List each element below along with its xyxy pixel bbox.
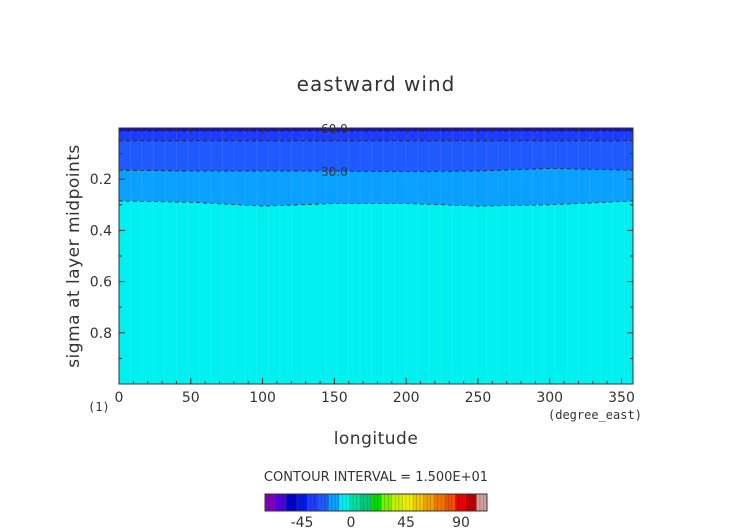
contour-interval-text: CONTOUR INTERVAL = 1.500E+01 — [264, 470, 488, 485]
colorbar-swatch — [286, 494, 297, 511]
colorbar-frame — [264, 493, 488, 512]
y-tick-label: 0.2 — [90, 172, 112, 188]
colorbar-swatch — [434, 494, 445, 511]
x-tick-label: 0 — [115, 390, 124, 406]
x-axis-title: longitude — [334, 429, 419, 449]
corner-label: (1) — [88, 400, 110, 414]
colorbar-label: 90 — [452, 515, 470, 531]
colorbar-swatch — [370, 494, 382, 511]
x-unit-label: (degree_east) — [548, 408, 642, 422]
colorbar-swatch — [444, 494, 456, 511]
x-tick-label: 300 — [536, 390, 563, 406]
colorbar-label: -45 — [291, 515, 314, 531]
y-tick-label: 0.6 — [90, 275, 112, 291]
colorbar-swatch — [391, 494, 403, 511]
x-tick-label: 250 — [465, 390, 492, 406]
colorbar-swatch — [275, 494, 287, 511]
colorbar-swatch — [307, 494, 318, 511]
colorbar-swatch — [328, 494, 339, 511]
x-tick-label: 100 — [249, 390, 276, 406]
x-tick-label: 50 — [182, 390, 200, 406]
colorbar-swatch — [317, 494, 329, 511]
colorbar-swatch — [360, 494, 371, 511]
colorbar-labels: -45 0 45 90 — [291, 515, 470, 531]
y-tick-label: 0.4 — [90, 223, 112, 239]
colorbar — [264, 493, 488, 512]
x-tick-label: 150 — [321, 390, 348, 406]
y-tick-label: 0.8 — [90, 326, 112, 342]
colorbar-swatch — [423, 494, 435, 511]
y-axis-title: sigma at layer midpoints — [64, 144, 84, 368]
colorbar-swatch — [296, 494, 308, 511]
colorbar-swatch — [465, 494, 477, 511]
colorbar-swatch — [455, 494, 466, 511]
colorbar-swatch — [413, 494, 424, 511]
colorbar-swatch — [349, 494, 361, 511]
colorbar-swatch — [265, 494, 276, 511]
colorbar-label: 0 — [347, 515, 356, 531]
chart-title: eastward wind — [297, 72, 456, 96]
colorbar-swatch — [402, 494, 413, 511]
contour-label: 30.0 — [321, 165, 348, 179]
x-tick-label: 350 — [608, 390, 635, 406]
x-axis: 0 50 100 150 200 250 300 350 — [115, 128, 635, 406]
plot-area — [118, 127, 634, 385]
x-tick-label: 200 — [393, 390, 420, 406]
colorbar-swatch — [339, 494, 350, 511]
colorbar-swatch — [381, 494, 392, 511]
colorbar-swatch — [476, 494, 487, 511]
y-axis: 0.2 0.4 0.6 0.8 — [90, 153, 633, 359]
colorbar-label: 45 — [397, 515, 415, 531]
